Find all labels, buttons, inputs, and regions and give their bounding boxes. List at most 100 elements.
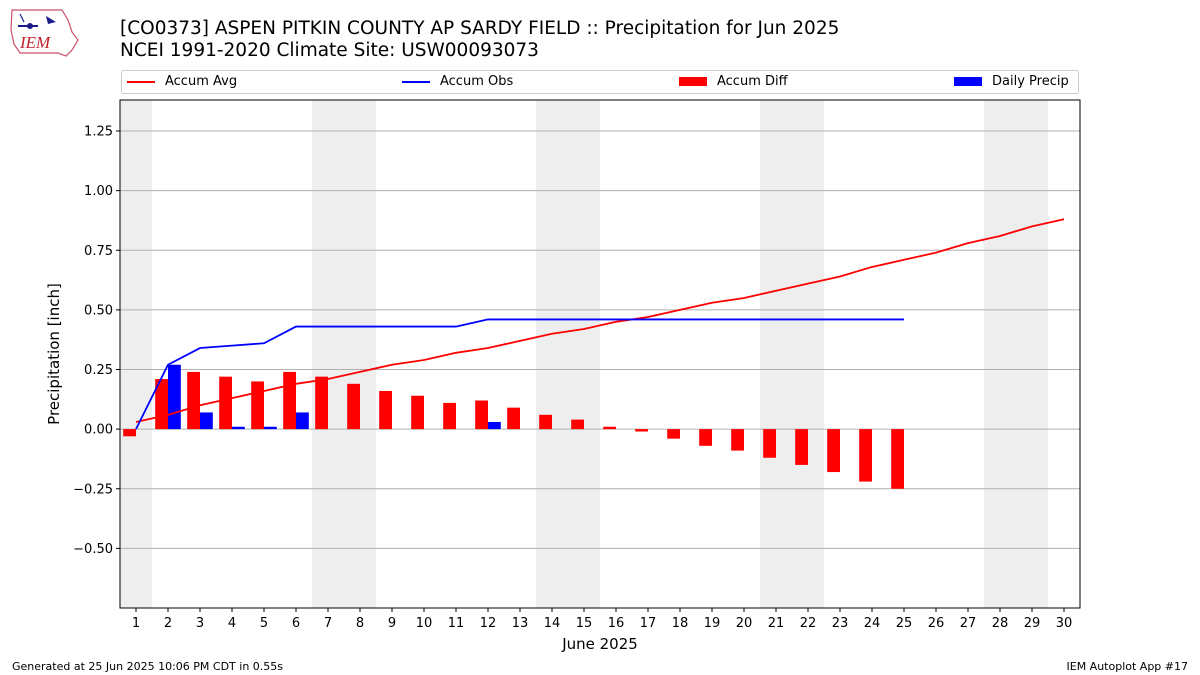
daily-bar-12 (488, 421, 501, 430)
ytick-label-6: 1.00 (84, 184, 113, 199)
weekend-shade-29 (1016, 100, 1048, 608)
diff-bar-21 (763, 429, 776, 458)
title-line-2: NCEI 1991-2020 Climate Site: USW00093073 (120, 40, 539, 61)
legend-swatch-accum-avg (127, 80, 155, 83)
xtick-label-9: 9 (388, 616, 396, 631)
xtick-label-1: 1 (132, 616, 140, 631)
accum-obs-line (135, 318, 904, 430)
xtick-label-15: 15 (576, 616, 593, 631)
xtick-label-11: 11 (448, 616, 465, 631)
legend-swatch-accum-obs (402, 80, 430, 83)
xtick-label-8: 8 (356, 616, 364, 631)
xtick-label-12: 12 (480, 616, 497, 631)
legend-label-accum-avg: Accum Avg (165, 74, 238, 89)
logo-text: IEM (19, 33, 51, 52)
diff-bar-23 (827, 429, 840, 473)
xtick-label-13: 13 (512, 616, 529, 631)
diff-bar-25 (891, 429, 904, 489)
diff-bar-15 (571, 419, 584, 430)
ytick-label-2: 0.00 (84, 423, 113, 438)
ytick-label-5: 0.75 (84, 244, 113, 259)
diff-bar-19 (699, 429, 712, 446)
xtick-label-19: 19 (704, 616, 721, 631)
xtick-label-26: 26 (928, 616, 945, 631)
diff-bar-1 (123, 429, 136, 437)
diff-bar-3 (187, 371, 200, 430)
ytick-label-0: −0.50 (73, 542, 113, 557)
legend-item-accum-diff: Accum Diff (679, 74, 788, 89)
diff-bar-10 (411, 395, 424, 430)
daily-bar-5 (264, 426, 277, 430)
ytick-label-4: 0.50 (84, 303, 113, 318)
weekend-shade-15 (568, 100, 600, 608)
xtick-label-2: 2 (164, 616, 172, 631)
iowa-outline-icon (10, 9, 79, 57)
daily-bar-2 (168, 364, 181, 430)
ytick-label-7: 1.25 (84, 125, 113, 140)
y-axis-label: Precipitation [inch] (45, 283, 63, 425)
daily-bar-6 (296, 412, 309, 430)
weather-vane-icon (46, 16, 56, 24)
daily-bar-4 (232, 426, 245, 430)
legend-swatch-accum-diff (679, 77, 707, 86)
weekend-shade-7 (312, 100, 344, 608)
ytick-label-1: −0.25 (73, 482, 113, 497)
xtick-label-24: 24 (864, 616, 881, 631)
chart-title: [CO0373] ASPEN PITKIN COUNTY AP SARDY FI… (120, 18, 839, 62)
xtick-label-6: 6 (292, 616, 300, 631)
xtick-label-3: 3 (196, 616, 204, 631)
xtick-label-22: 22 (800, 616, 817, 631)
xtick-label-27: 27 (960, 616, 977, 631)
xtick-label-7: 7 (324, 616, 332, 631)
diff-bar-20 (731, 429, 744, 451)
diff-bar-18 (667, 429, 680, 439)
weekend-shade-22 (792, 100, 824, 608)
diff-bar-14 (539, 414, 552, 430)
xtick-label-5: 5 (260, 616, 268, 631)
diff-bar-6 (283, 371, 296, 430)
diff-bar-11 (443, 402, 456, 430)
footer-app: IEM Autoplot App #17 (1066, 660, 1189, 673)
daily-bar-3 (200, 412, 213, 430)
diff-bar-24 (859, 429, 872, 482)
diff-bar-9 (379, 390, 392, 430)
xtick-label-21: 21 (768, 616, 785, 631)
diff-bar-13 (507, 407, 520, 430)
diff-bar-22 (795, 429, 808, 465)
ytick-label-3: 0.25 (84, 363, 113, 378)
accum-avg-line (135, 218, 1065, 423)
legend-label-accum-diff: Accum Diff (717, 74, 788, 89)
legend-label-daily-precip: Daily Precip (992, 74, 1069, 89)
iem-logo: IEM (10, 9, 79, 57)
xtick-label-23: 23 (832, 616, 849, 631)
diff-bar-16 (603, 426, 616, 430)
xtick-label-30: 30 (1056, 616, 1073, 631)
xtick-label-10: 10 (416, 616, 433, 631)
diff-bar-4 (219, 376, 232, 430)
diff-bar-12 (475, 400, 488, 430)
xtick-label-20: 20 (736, 616, 753, 631)
legend-item-accum-avg: Accum Avg (127, 74, 237, 89)
xtick-label-16: 16 (608, 616, 625, 631)
diff-bar-8 (347, 383, 360, 430)
legend: Accum Avg Accum Obs Accum Diff Daily Pre… (121, 70, 1079, 94)
xtick-label-17: 17 (640, 616, 657, 631)
footer-generated: Generated at 25 Jun 2025 10:06 PM CDT in… (12, 660, 284, 673)
weekend-shade-14 (536, 100, 568, 608)
legend-label-accum-obs: Accum Obs (440, 74, 514, 89)
xtick-label-14: 14 (544, 616, 561, 631)
xtick-label-25: 25 (896, 616, 913, 631)
xtick-label-4: 4 (228, 616, 236, 631)
title-line-1: [CO0373] ASPEN PITKIN COUNTY AP SARDY FI… (120, 18, 840, 39)
legend-item-accum-obs: Accum Obs (402, 74, 513, 89)
x-axis-label: June 2025 (561, 635, 638, 653)
plot-frame (119, 99, 1081, 609)
xtick-label-29: 29 (1024, 616, 1041, 631)
weekend-shade-28 (984, 100, 1016, 608)
xtick-label-18: 18 (672, 616, 689, 631)
legend-item-daily-precip: Daily Precip (954, 74, 1069, 89)
diff-bar-17 (635, 429, 648, 432)
weekend-shade-1 (120, 100, 152, 608)
diff-bar-5 (251, 381, 264, 430)
